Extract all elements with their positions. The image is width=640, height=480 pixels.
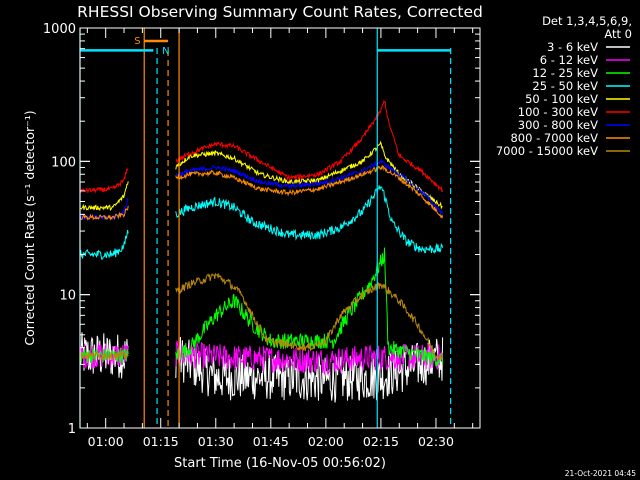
x-tick-label: 02:30 <box>418 434 454 449</box>
plot-area: SN <box>79 27 481 429</box>
legend-label: 800 - 7000 keV <box>510 131 598 145</box>
chart-title: RHESSI Observing Summary Count Rates, Co… <box>77 3 483 21</box>
legend-label: 3 - 6 keV <box>547 40 598 54</box>
x-tick-label: 01:15 <box>143 434 179 449</box>
y-tick-label: 100 <box>51 155 76 170</box>
y-tick-label: 1 <box>68 422 76 437</box>
night-flag-label: N <box>162 46 169 57</box>
x-axis-title: Start Time (16-Nov-05 00:56:02) <box>174 456 386 471</box>
y-axis-title: Corrected Count Rate (s⁻¹ detector⁻¹) <box>22 110 37 345</box>
x-tick-label: 02:15 <box>363 434 399 449</box>
series-7000-15000-kev <box>79 272 444 362</box>
legend-label: 50 - 100 keV <box>525 92 598 106</box>
legend-label: 12 - 25 keV <box>532 66 598 80</box>
x-axis: 01:00 01:15 01:30 01:45 02:00 02:15 02:30 <box>86 28 474 449</box>
series-800-7000-kev <box>79 165 444 222</box>
plot-frame <box>79 27 481 429</box>
legend-label: 7000 - 15000 keV <box>496 144 598 158</box>
legend-label: 300 - 800 keV <box>518 118 598 132</box>
y-tick-label: 1000 <box>43 22 76 37</box>
x-tick-label: 02:00 <box>308 434 344 449</box>
legend-detectors: Det 1,3,4,5,6,9, <box>542 14 632 28</box>
series-100-300-kev <box>79 100 444 194</box>
series-50-100-kev <box>79 140 443 212</box>
legend-label: 25 - 50 keV <box>532 79 598 93</box>
generated-timestamp: 21-Oct-2021 04:45 <box>565 469 636 478</box>
x-tick-label: 01:30 <box>198 434 234 449</box>
y-tick-label: 10 <box>59 289 76 304</box>
x-tick-label: 01:45 <box>253 434 289 449</box>
x-tick-label: 01:00 <box>88 434 124 449</box>
series-25-50-kev <box>79 185 444 260</box>
legend-attenuator: Att 0 <box>604 27 632 41</box>
saa-flag-label: S <box>134 36 140 47</box>
series-3-6-kev <box>79 332 444 403</box>
legend-label: 100 - 300 keV <box>518 105 598 119</box>
y-axis: 1 10 100 1000 <box>43 22 480 437</box>
legend-label: 6 - 12 keV <box>540 53 598 67</box>
